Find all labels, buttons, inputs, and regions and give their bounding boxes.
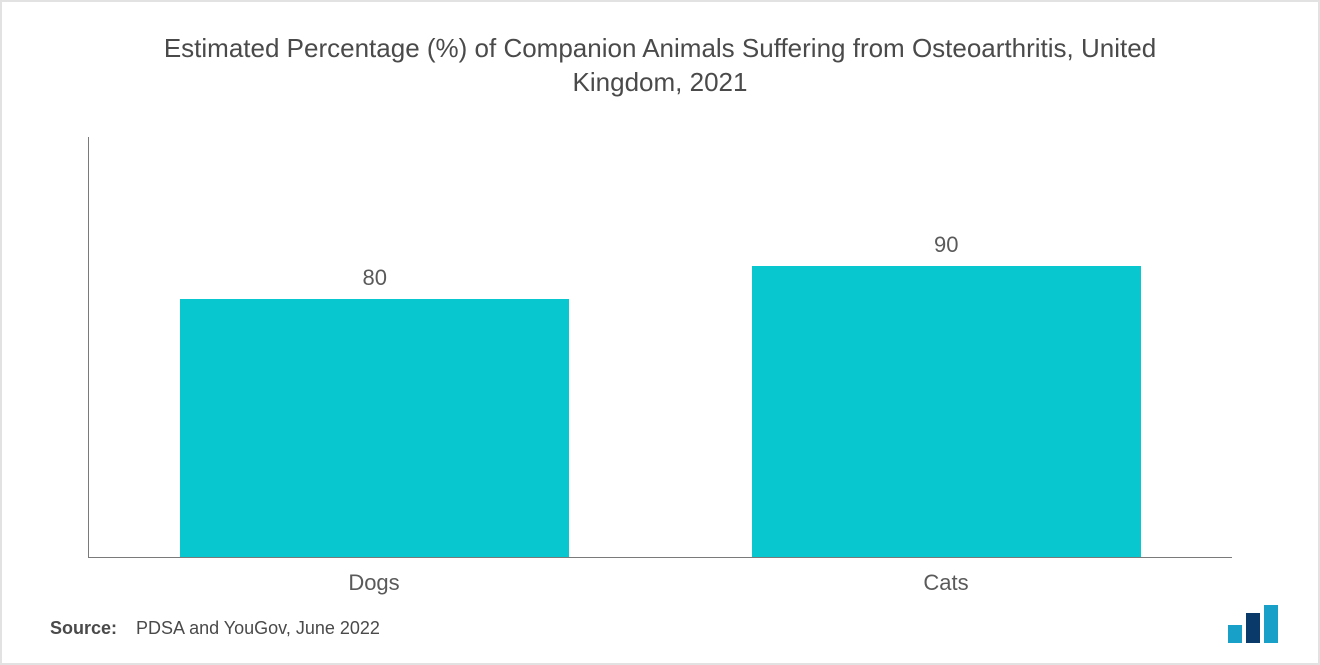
source-label: Source: <box>50 618 117 638</box>
bar-value-label: 80 <box>180 265 569 291</box>
source-citation: Source: PDSA and YouGov, June 2022 <box>50 618 380 639</box>
chart-title: Estimated Percentage (%) of Companion An… <box>2 2 1318 100</box>
bar-dogs: 80 <box>180 299 569 557</box>
bar-slot: 90 <box>661 137 1233 557</box>
bar-cats: 90 <box>752 266 1141 557</box>
bars-container: 80 90 <box>89 137 1232 557</box>
chart-plot-area: 80 90 <box>88 137 1232 558</box>
brand-logo-icon <box>1228 605 1288 643</box>
bar-value-label: 90 <box>752 232 1141 258</box>
bar-slot: 80 <box>89 137 661 557</box>
source-text: PDSA and YouGov, June 2022 <box>136 618 380 638</box>
x-axis-labels: Dogs Cats <box>88 568 1232 596</box>
x-label: Cats <box>660 568 1232 596</box>
x-label: Dogs <box>88 568 660 596</box>
